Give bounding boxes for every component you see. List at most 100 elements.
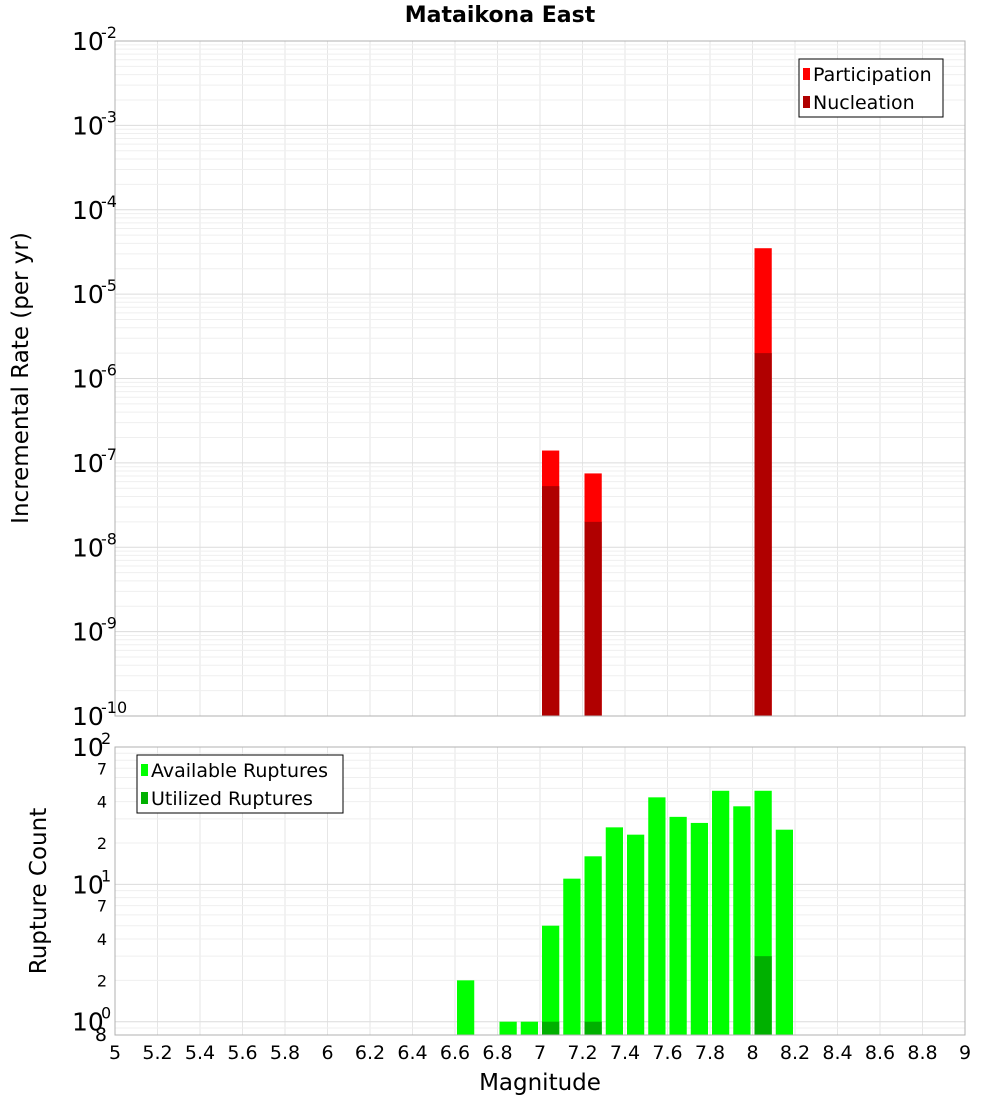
- top-y-tick-label: 10-4: [72, 192, 117, 225]
- x-tick-label: 5.8: [270, 1042, 300, 1064]
- bottom-legend-label: Utilized Ruptures: [151, 788, 313, 810]
- bottom-legend: Available Ruptures Utilized Ruptures: [136, 754, 344, 814]
- bottom-y-tick-exponent: 2: [101, 729, 111, 748]
- top-y-tick-label: 10-5: [72, 276, 117, 309]
- x-tick-label: 8.4: [822, 1042, 852, 1064]
- bar-utilized-ruptures: [754, 956, 772, 1035]
- top-y-tick-label: 10-8: [72, 529, 117, 562]
- bottom-y-minor-tick: 7: [97, 759, 107, 778]
- top-plot-bars: [542, 248, 772, 717]
- bar-available-ruptures: [457, 980, 475, 1035]
- bar-nucleation: [754, 353, 772, 716]
- top-legend: Participation Nucleation: [798, 58, 944, 118]
- bar-available-ruptures: [775, 829, 793, 1035]
- x-tick-label: 7.6: [652, 1042, 682, 1064]
- bar-available-ruptures: [733, 806, 751, 1035]
- bar-available-ruptures: [669, 816, 687, 1035]
- x-axis-ticks: 5 5.2 5.4 5.6 5.8 6 6.2 6.4 6.6 6.8 7 7.2 7.4 7.6 7.8 8…: [109, 1042, 971, 1064]
- bottom-legend-label: Available Ruptures: [151, 760, 328, 782]
- bottom-y-minor-tick: 4: [97, 930, 107, 949]
- bottom-y-tick-base: 10: [72, 870, 104, 899]
- x-tick-label: 8: [746, 1042, 758, 1064]
- top-y-tick-exponent: -4: [101, 192, 117, 211]
- bar-available-ruptures: [499, 1021, 517, 1035]
- bar-available-ruptures: [584, 856, 602, 1035]
- x-tick-label: 6: [321, 1042, 333, 1064]
- top-y-tick-label: 10-6: [72, 361, 117, 394]
- bottom-legend-swatch: [141, 764, 148, 776]
- top-y-tick-exponent: -2: [101, 23, 117, 42]
- top-legend-swatch: [803, 68, 810, 80]
- bottom-y-minor-tick: 2: [97, 971, 107, 990]
- bottom-y-tick-base: 10: [72, 1008, 104, 1037]
- bottom-y-minor-tick: 8: [95, 1024, 107, 1046]
- x-tick-label: 6.6: [440, 1042, 470, 1064]
- bar-available-ruptures: [627, 834, 645, 1035]
- bar-utilized-ruptures: [542, 1021, 560, 1035]
- bar-available-ruptures: [712, 790, 730, 1035]
- bar-available-ruptures: [542, 925, 560, 1035]
- top-legend-box: [798, 58, 944, 118]
- bottom-plot-bars: [457, 790, 793, 1035]
- x-tick-label: 6.8: [482, 1042, 512, 1064]
- top-y-tick-label: 10-9: [72, 614, 117, 647]
- top-y-tick-base: 10: [72, 702, 104, 731]
- x-tick-label: 6.4: [397, 1042, 427, 1064]
- bottom-y-tick-label: 100: [72, 1004, 111, 1037]
- x-tick-label: 5.6: [227, 1042, 257, 1064]
- x-tick-label: 7.4: [610, 1042, 640, 1064]
- bottom-y-tick-label: 101: [72, 866, 111, 899]
- bottom-y-tick-base: 10: [72, 733, 104, 762]
- top-y-tick-exponent: -10: [101, 698, 127, 717]
- bottom-y-axis-label: Rupture Count: [26, 808, 52, 974]
- top-legend-label: Nucleation: [813, 92, 915, 114]
- top-y-tick-exponent: -5: [101, 276, 117, 295]
- bar-available-ruptures: [690, 822, 708, 1035]
- bottom-y-tick-label: 102: [72, 729, 111, 762]
- top-plot-y-ticks: 10-210-310-410-510-610-710-810-910-10: [72, 23, 127, 731]
- top-y-tick-base: 10: [72, 365, 104, 394]
- x-tick-label: 6.2: [355, 1042, 385, 1064]
- bottom-y-minor-tick: 7: [97, 897, 107, 916]
- top-y-tick-label: 10-3: [72, 107, 117, 140]
- bar-utilized-ruptures: [584, 1021, 602, 1035]
- top-y-tick-base: 10: [72, 533, 104, 562]
- bottom-y-minor-tick: 4: [97, 793, 107, 812]
- bottom-legend-box: [136, 754, 344, 814]
- bottom-y-minor-tick: 2: [97, 834, 107, 853]
- top-y-tick-exponent: -3: [101, 107, 117, 126]
- x-tick-label: 5.2: [142, 1042, 172, 1064]
- bar-nucleation: [584, 521, 602, 716]
- x-tick-label: 8.8: [907, 1042, 937, 1064]
- top-y-tick-exponent: -7: [101, 445, 117, 464]
- top-legend-swatch: [803, 96, 810, 108]
- x-tick-label: 9: [959, 1042, 971, 1064]
- top-y-tick-base: 10: [72, 111, 104, 140]
- top-y-tick-label: 10-7: [72, 445, 117, 478]
- top-y-tick-base: 10: [72, 618, 104, 647]
- x-tick-label: 7.8: [695, 1042, 725, 1064]
- x-tick-label: 7: [534, 1042, 546, 1064]
- x-axis-label: Magnitude: [479, 1070, 601, 1096]
- top-y-tick-base: 10: [72, 27, 104, 56]
- bar-available-ruptures: [520, 1021, 538, 1035]
- x-tick-label: 7.2: [567, 1042, 597, 1064]
- bottom-y-tick-exponent: 0: [101, 1004, 111, 1023]
- bar-available-ruptures: [605, 827, 623, 1035]
- top-y-tick-exponent: -8: [101, 529, 117, 548]
- x-tick-label: 5.4: [185, 1042, 215, 1064]
- bar-available-ruptures: [648, 797, 666, 1035]
- top-legend-label: Participation: [813, 64, 932, 86]
- top-y-tick-base: 10: [72, 196, 104, 225]
- top-plot-grid: [114, 41, 966, 717]
- top-y-axis-label: Incremental Rate (per yr): [8, 232, 34, 524]
- bar-nucleation: [542, 486, 560, 716]
- bottom-plot-grid: [114, 747, 966, 1036]
- x-tick-label: 8.6: [865, 1042, 895, 1064]
- chart-title: Mataikona East: [405, 3, 596, 28]
- bottom-legend-swatch: [141, 792, 148, 804]
- x-tick-label: 5: [109, 1042, 121, 1064]
- bar-available-ruptures: [563, 878, 581, 1035]
